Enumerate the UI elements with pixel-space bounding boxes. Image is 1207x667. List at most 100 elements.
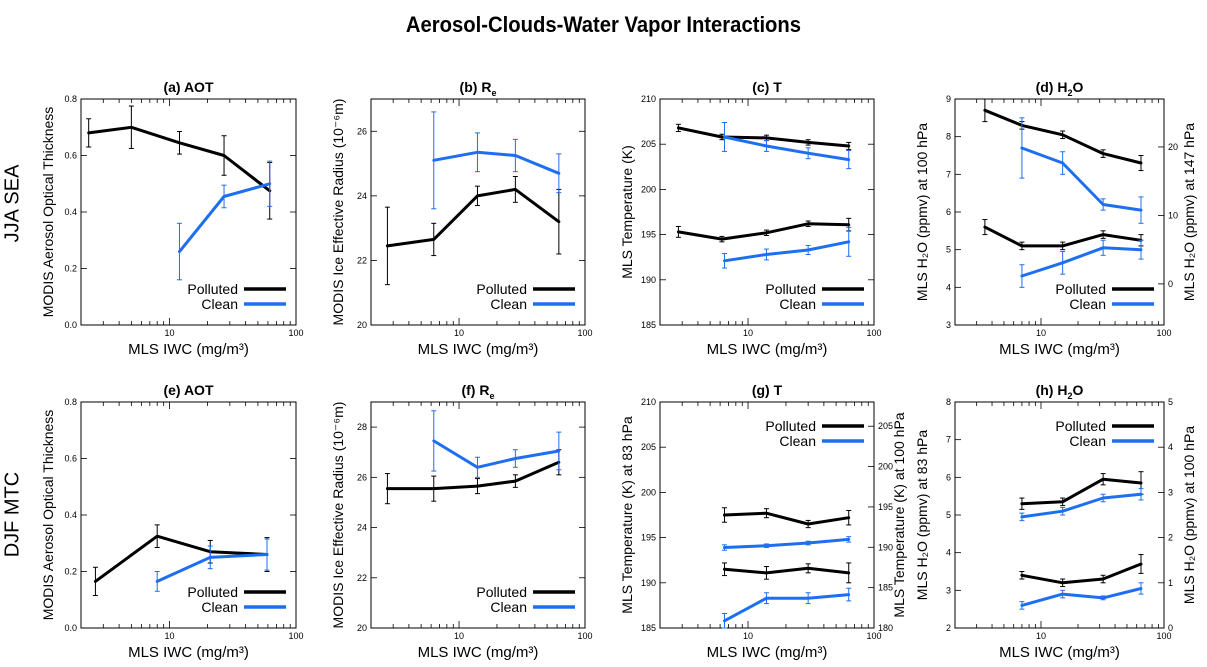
series-line	[1020, 477, 1143, 506]
y-tick-label: 4	[946, 282, 951, 292]
panel-h: 10 100 2 3 4 5 6 7 8 0 1 2 3 4 5 (h) H2O MLS IWC (mg/m³)…	[914, 382, 1197, 661]
y-tick-label: 3	[946, 585, 951, 595]
y-tick-label-right: 5	[1168, 397, 1173, 407]
series-line	[723, 566, 851, 575]
panel-e: 10 100 0.0 0.2 0.4 0.6 0.8 (e) AOT MLS IWC (mg/m…	[40, 382, 304, 661]
y-tick-label: 20	[357, 623, 367, 633]
series-line	[1020, 492, 1143, 519]
y-tick-label: 185	[641, 623, 656, 633]
y-axis-label-right: MLS Temperature (K) at 100 hPa	[891, 412, 907, 617]
x-tick-label: 100	[866, 328, 881, 338]
x-tick-label: 10	[1036, 328, 1046, 338]
y-tick-label-right: 205	[878, 421, 893, 431]
panel-title: (e) AOT	[163, 382, 213, 398]
y-tick-label-right: 20	[1168, 142, 1178, 152]
series-polluted	[982, 98, 1144, 172]
series-line	[676, 222, 851, 241]
legend-label: Clean	[779, 433, 816, 449]
series-line	[1020, 246, 1143, 278]
legend-label: Polluted	[1055, 418, 1106, 434]
panel-f: 10 100 20 22 24 26 28 (f) Re MLS IWC (mg/m³) MODI…	[330, 382, 593, 661]
legend-label: Clean	[490, 296, 527, 312]
y-axis-label: MODIS Aerosol Optical Thickness	[40, 107, 56, 318]
y-axis-label: MLS Temperature (K) at 83 hPa	[619, 416, 635, 614]
series-line	[432, 439, 561, 469]
series-polluted	[384, 449, 562, 505]
x-tick-label: 10	[454, 328, 464, 338]
series-clean	[431, 410, 562, 478]
series-line	[983, 108, 1143, 165]
y-tick-label: 190	[641, 275, 656, 285]
y-tick-label-right: 4	[1168, 442, 1173, 452]
y-tick-label: 200	[641, 487, 656, 497]
legend-label: Clean	[1069, 433, 1106, 449]
y-tick-label: 185	[641, 320, 656, 330]
x-tick-label: 10	[164, 328, 174, 338]
series-polluted	[721, 507, 852, 529]
x-axis-label: MLS IWC (mg/m³)	[418, 341, 539, 358]
y-tick-label: 195	[641, 533, 656, 543]
x-tick-label: 10	[454, 631, 464, 641]
y-tick-label: 9	[946, 94, 951, 104]
y-tick-label: 0.6	[64, 454, 77, 464]
panel-d: 10 100 3 4 5 6 7 8 9 0 10 20 (d) H2O MLS IWC (mg/m³) M…	[914, 79, 1197, 358]
plot-frame	[659, 98, 875, 326]
x-axis-label: MLS IWC (mg/m³)	[707, 644, 828, 661]
x-axis-label: MLS IWC (mg/m³)	[999, 341, 1120, 358]
legend-label: Clean	[201, 599, 238, 615]
y-tick-label: 205	[641, 139, 656, 149]
y-tick-label-right: 180	[878, 623, 893, 633]
y-tick-label: 22	[357, 255, 367, 265]
y-tick-label: 190	[641, 578, 656, 588]
y-tick-label: 24	[357, 523, 367, 533]
y-tick-label: 6	[946, 207, 951, 217]
y-axis-label: MLS Temperature (K)	[619, 145, 635, 279]
y-axis-label: MLS H₂O (ppmv) at 100 hPa	[914, 123, 930, 301]
series-line	[87, 125, 272, 193]
x-tick-label: 100	[577, 328, 592, 338]
y-tick-label: 4	[946, 548, 951, 558]
series-line	[1020, 146, 1143, 212]
y-tick-label: 3	[946, 320, 951, 330]
y-tick-label: 210	[641, 397, 656, 407]
y-axis-label: MODIS Ice Effective Radius (10⁻⁶m)	[330, 402, 346, 629]
series-clean	[721, 536, 852, 551]
y-tick-label-right: 190	[878, 542, 893, 552]
x-tick-label: 100	[1156, 328, 1171, 338]
y-axis-label-right: MLS H₂O (ppmv) at 100 hPa	[1181, 426, 1197, 604]
series-polluted	[982, 219, 1144, 251]
series-clean	[1019, 488, 1144, 522]
series-clean	[154, 538, 270, 592]
series-clean	[721, 587, 852, 629]
legend-label: Polluted	[765, 281, 816, 297]
series-line	[1020, 562, 1143, 585]
x-tick-label: 100	[866, 631, 881, 641]
y-tick-label-right: 200	[878, 462, 893, 472]
y-tick-label: 24	[357, 191, 367, 201]
y-tick-label: 8	[946, 132, 951, 142]
series-line	[385, 187, 561, 248]
series-line	[1020, 587, 1143, 607]
series-polluted	[1019, 471, 1144, 510]
series-clean	[721, 226, 852, 269]
y-tick-label: 26	[357, 472, 367, 482]
series-line	[93, 534, 269, 583]
y-tick-label-right: 0	[1168, 279, 1173, 289]
panel-title: (f) Re	[461, 382, 494, 401]
y-tick-label-right: 2	[1168, 533, 1173, 543]
legend-label: Polluted	[476, 584, 527, 600]
x-axis-label: MLS IWC (mg/m³)	[418, 644, 539, 661]
y-tick-label: 0.0	[64, 623, 77, 633]
y-tick-label: 205	[641, 442, 656, 452]
y-tick-label: 0.8	[64, 397, 77, 407]
y-tick-label: 0.4	[64, 207, 77, 217]
y-tick-label-right: 0	[1168, 623, 1173, 633]
y-tick-label: 5	[946, 245, 951, 255]
y-tick-label-right: 3	[1168, 487, 1173, 497]
legend-label: Clean	[201, 296, 238, 312]
series-clean	[721, 122, 852, 170]
y-tick-label-right: 10	[1168, 210, 1178, 220]
x-tick-label: 100	[577, 631, 592, 641]
y-axis-label: MLS H₂O (ppmv) at 83 hPa	[914, 430, 930, 601]
